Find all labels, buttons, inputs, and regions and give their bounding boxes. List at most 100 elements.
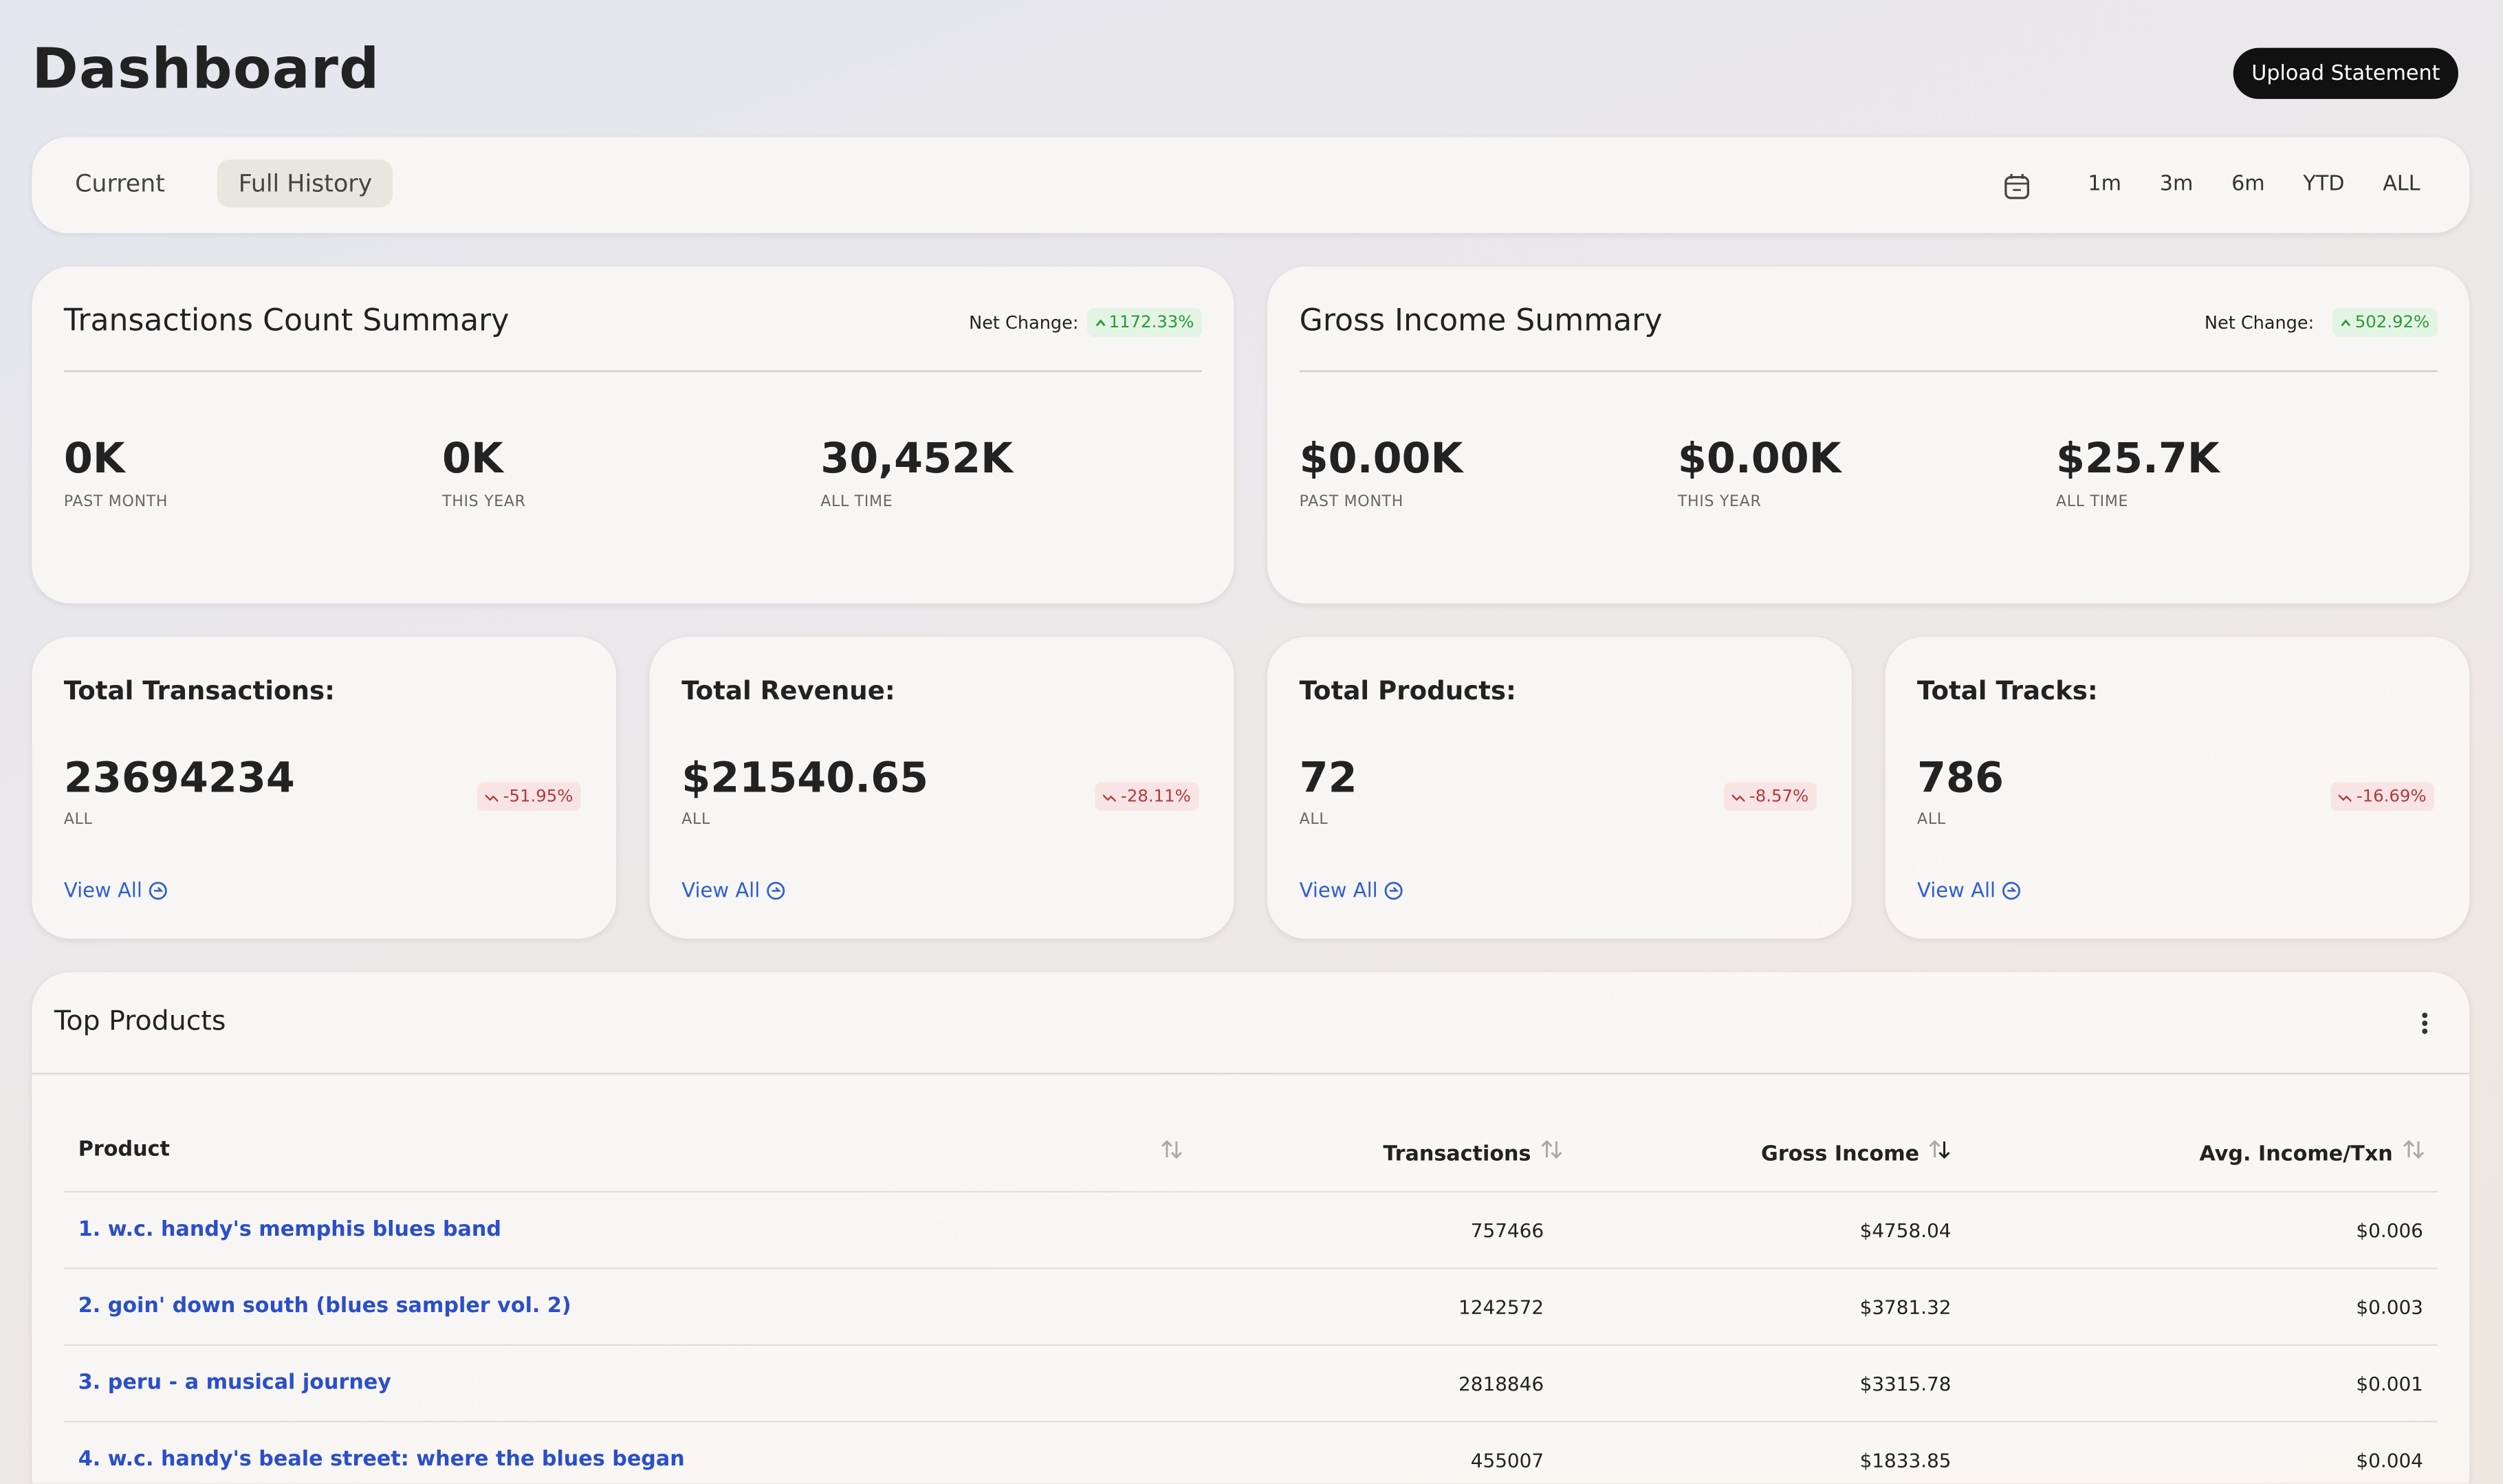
products-table: Product Transactions Gross Income Avg. Inco… — [63, 1114, 2438, 1483]
stat-value: 0K — [63, 435, 125, 484]
down-trend-icon — [485, 794, 499, 802]
divider — [63, 370, 1203, 372]
stat-value: $0.00K — [1677, 435, 1841, 484]
change-badge: -8.57% — [1723, 782, 1817, 811]
menu-icon[interactable] — [2420, 1010, 2429, 1036]
column-header[interactable]: Transactions — [1196, 1114, 1563, 1192]
column-header[interactable]: Avg. Income/Txn — [1952, 1114, 2438, 1192]
down-trend-icon — [1731, 794, 1745, 802]
stat-label: ALL TIME — [820, 493, 893, 511]
card-title: Total Tracks: — [1917, 675, 2098, 706]
header-text: Gross Income — [1761, 1143, 1920, 1167]
change-value: -16.69% — [2356, 787, 2427, 807]
card-value: 23694234 — [63, 755, 295, 803]
cell-text: 2818846 — [1458, 1372, 1544, 1395]
cell-text: $3781.32 — [1859, 1295, 1952, 1318]
stat-label: THIS YEAR — [1677, 493, 1762, 511]
header-text: Product — [78, 1138, 170, 1163]
change-value: -8.57% — [1749, 787, 1809, 807]
view-all-link[interactable]: View All — [681, 878, 785, 902]
sort-icon — [2403, 1139, 2424, 1159]
range-buttons: 1m 3m 6m YTD ALL — [2088, 173, 2420, 197]
product-link[interactable]: 2. goin' down south (blues sampler vol. … — [78, 1294, 571, 1319]
cell-text: 1242572 — [1458, 1295, 1544, 1318]
table-cell: 455007 — [1195, 1421, 1563, 1483]
view-tab[interactable]: Current — [75, 169, 165, 198]
cell-text: 455007 — [1470, 1448, 1544, 1472]
link-text: View All — [1299, 877, 1378, 902]
table-cell: 1242572 — [1195, 1267, 1563, 1345]
top-products-card: Top Products Product Transactions Gross In… — [32, 972, 2470, 1483]
view-all-link[interactable]: View All — [64, 878, 168, 902]
sort-wrap — [1161, 1138, 1183, 1167]
page-title: Dashboard — [32, 38, 380, 102]
stat-label: THIS YEAR — [442, 493, 526, 511]
up-icon — [2341, 318, 2351, 326]
view-all-link[interactable]: View All — [1300, 878, 1403, 902]
table-cell: $0.004 — [1951, 1421, 2438, 1483]
cell-text: $0.001 — [2356, 1372, 2423, 1395]
metric-card: Total Transactions: 23694234 ALL -51.95% Vie… — [32, 637, 617, 939]
product-link[interactable]: 1. w.c. handy's memphis blues band — [78, 1218, 502, 1243]
link-text: View All — [681, 877, 761, 902]
card-title: Total Transactions: — [63, 675, 335, 706]
range-button[interactable]: 3m — [2159, 172, 2194, 197]
metric-card: Total Tracks: 786 ALL -16.69% View All — [1885, 637, 2470, 939]
arrow-icon — [1384, 881, 1403, 899]
cell-text: $3315.78 — [1859, 1372, 1952, 1395]
range-button[interactable]: 1m — [2088, 172, 2122, 197]
net-change-badge: 1172.33% — [1086, 308, 1203, 337]
net-change-value: 502.92% — [2354, 313, 2430, 332]
range-button[interactable]: ALL — [2383, 172, 2420, 197]
header-row: Product Transactions Gross Income Avg. Inco… — [64, 1114, 2438, 1192]
stat-value: 0K — [442, 435, 503, 484]
divider — [32, 1073, 2470, 1075]
product-link[interactable]: 4. w.c. handy's beale street: where the … — [78, 1448, 685, 1472]
divider — [1299, 370, 2438, 372]
stat-label: ALL TIME — [2056, 493, 2129, 511]
net-change-label: Net Change: — [2204, 313, 2315, 334]
stat-label: PAST MONTH — [63, 493, 168, 511]
cell-text: $0.006 — [2356, 1219, 2423, 1241]
cell-text: $0.004 — [2356, 1448, 2423, 1472]
sort-icon — [1930, 1139, 1951, 1159]
down-trend-icon — [2339, 794, 2352, 802]
change-value: -51.95% — [503, 787, 573, 807]
product-link[interactable]: 3. peru - a musical journey — [78, 1371, 392, 1395]
upload-button[interactable]: Upload Statement — [2233, 47, 2459, 99]
summary-title: Gross Income Summary — [1299, 303, 1663, 339]
range-button[interactable]: YTD — [2303, 172, 2345, 197]
header-text: Transactions — [1383, 1143, 1531, 1167]
change-value: -28.11% — [1121, 787, 1191, 807]
metric-card: Total Products: 72 ALL -8.57% View All — [1267, 637, 1852, 939]
calendar-icon[interactable] — [2003, 173, 2030, 201]
stat-value: 30,452K — [820, 435, 1013, 484]
arrow-icon — [149, 881, 168, 899]
view-tab[interactable]: Full History — [217, 160, 393, 208]
view-all-link[interactable]: View All — [1917, 878, 2021, 902]
arrow-icon — [2002, 881, 2021, 899]
cell-text: $4758.04 — [1859, 1219, 1952, 1241]
table-row: 3. peru - a musical journey 2818846 $3315.… — [63, 1344, 2438, 1422]
column-header[interactable]: Gross Income — [1563, 1114, 1952, 1192]
card-label: ALL — [1299, 811, 1329, 829]
stat-label: PAST MONTH — [1299, 493, 1404, 511]
card-label: ALL — [63, 811, 93, 829]
range-button[interactable]: 6m — [2231, 172, 2265, 197]
metric-card: Total Revenue: $21540.65 ALL -28.11% View Al… — [649, 637, 1234, 939]
column-header[interactable]: Product — [64, 1114, 1196, 1192]
card-value: 786 — [1917, 755, 2004, 803]
change-badge: -28.11% — [1095, 782, 1199, 811]
table-cell: 1. w.c. handy's memphis blues band — [63, 1190, 1196, 1269]
net-change-label: Net Change: — [969, 313, 1079, 334]
summary-card: Gross Income Summary Net Change: 502.92% $0… — [1267, 266, 2470, 604]
change-badge: -16.69% — [2330, 782, 2435, 811]
table-cell: $0.003 — [1951, 1267, 2438, 1345]
down-trend-icon — [1103, 794, 1117, 802]
card-label: ALL — [1917, 811, 1946, 829]
up-icon — [1095, 318, 1105, 326]
net-change-badge: 502.92% — [2332, 308, 2438, 337]
table-cell: 4. w.c. handy's beale street: where the … — [63, 1421, 1196, 1483]
